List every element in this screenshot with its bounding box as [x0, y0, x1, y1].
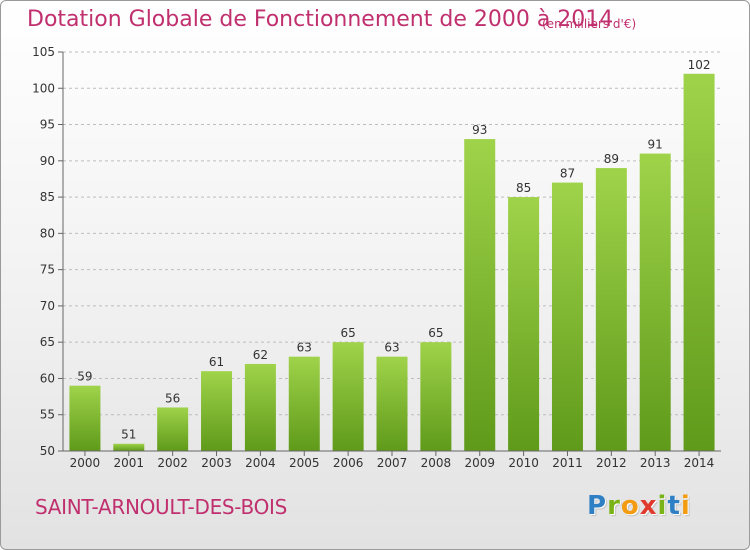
bar	[69, 385, 101, 451]
data-label: 63	[384, 341, 399, 355]
y-tick-label: 50	[40, 444, 55, 458]
x-tick-label: 2010	[508, 456, 539, 470]
logo-letter: i	[657, 491, 668, 521]
y-tick-label: 70	[40, 299, 55, 313]
data-label: 89	[604, 152, 619, 166]
data-label: 51	[121, 428, 136, 442]
x-tick-label: 2005	[289, 456, 320, 470]
x-tick-label: 2012	[596, 456, 627, 470]
bar	[376, 356, 408, 451]
bar	[157, 407, 189, 451]
data-label: 65	[340, 326, 355, 340]
chart-subtitle: (en milliers d'€)	[542, 17, 637, 31]
data-label: 85	[516, 181, 531, 195]
data-label: 61	[209, 355, 224, 369]
data-label: 56	[165, 391, 180, 405]
data-label: 65	[428, 326, 443, 340]
y-tick-label: 80	[40, 226, 55, 240]
y-tick-label: 85	[40, 190, 55, 204]
x-tick-label: 2008	[421, 456, 452, 470]
bar	[420, 342, 452, 451]
bar	[244, 363, 276, 451]
data-label: 59	[77, 370, 92, 384]
y-tick-label: 90	[40, 154, 55, 168]
x-tick-label: 2009	[464, 456, 495, 470]
chart-title: Dotation Globale de Fonctionnement de 20…	[27, 7, 614, 32]
data-label: 93	[472, 123, 487, 137]
y-tick-label: 100	[32, 81, 55, 95]
y-tick-label: 65	[40, 335, 55, 349]
x-tick-label: 2004	[245, 456, 276, 470]
y-tick-label: 55	[40, 408, 55, 422]
bar	[288, 356, 320, 451]
bar	[683, 73, 715, 451]
y-tick-label: 60	[40, 371, 55, 385]
bar	[113, 443, 145, 451]
x-tick-label: 2014	[684, 456, 715, 470]
bar	[551, 182, 583, 451]
bar	[595, 168, 627, 451]
bar	[332, 342, 364, 451]
logo-letter: x	[639, 491, 658, 521]
bar	[201, 371, 233, 451]
x-tick-label: 2013	[640, 456, 671, 470]
y-tick-label: 75	[40, 263, 55, 277]
bar	[639, 153, 671, 451]
logo-letter: r	[607, 491, 621, 521]
data-label: 102	[688, 58, 711, 72]
logo-letter: i	[680, 491, 691, 521]
x-tick-label: 2002	[157, 456, 188, 470]
x-tick-label: 2007	[377, 456, 408, 470]
bar	[464, 139, 496, 451]
y-tick-label: 105	[32, 45, 55, 59]
x-tick-label: 2000	[70, 456, 101, 470]
x-tick-label: 2003	[201, 456, 232, 470]
x-tick-label: 2001	[114, 456, 145, 470]
bar	[508, 197, 540, 451]
commune-name: SAINT-ARNOULT-DES-BOIS	[35, 495, 288, 519]
axes: 50 55 60 65 70 75 80 85 90 95 100 105 2000 2001 2002 20…	[32, 45, 721, 470]
data-label: 91	[648, 138, 663, 152]
logo-letter: P	[587, 491, 608, 521]
data-label: 87	[560, 167, 575, 181]
x-tick-label: 2011	[552, 456, 583, 470]
proxiti-logo[interactable]: Proxiti	[587, 491, 691, 521]
data-label: 62	[253, 348, 268, 362]
logo-letter: o	[620, 491, 640, 521]
logo-letter: t	[667, 491, 681, 521]
x-tick-label: 2006	[333, 456, 364, 470]
y-tick-label: 95	[40, 118, 55, 132]
data-label: 63	[297, 341, 312, 355]
bars: 59 51 56 61 62 63 65 63 65 93 85 87 89 91 102	[69, 58, 715, 451]
